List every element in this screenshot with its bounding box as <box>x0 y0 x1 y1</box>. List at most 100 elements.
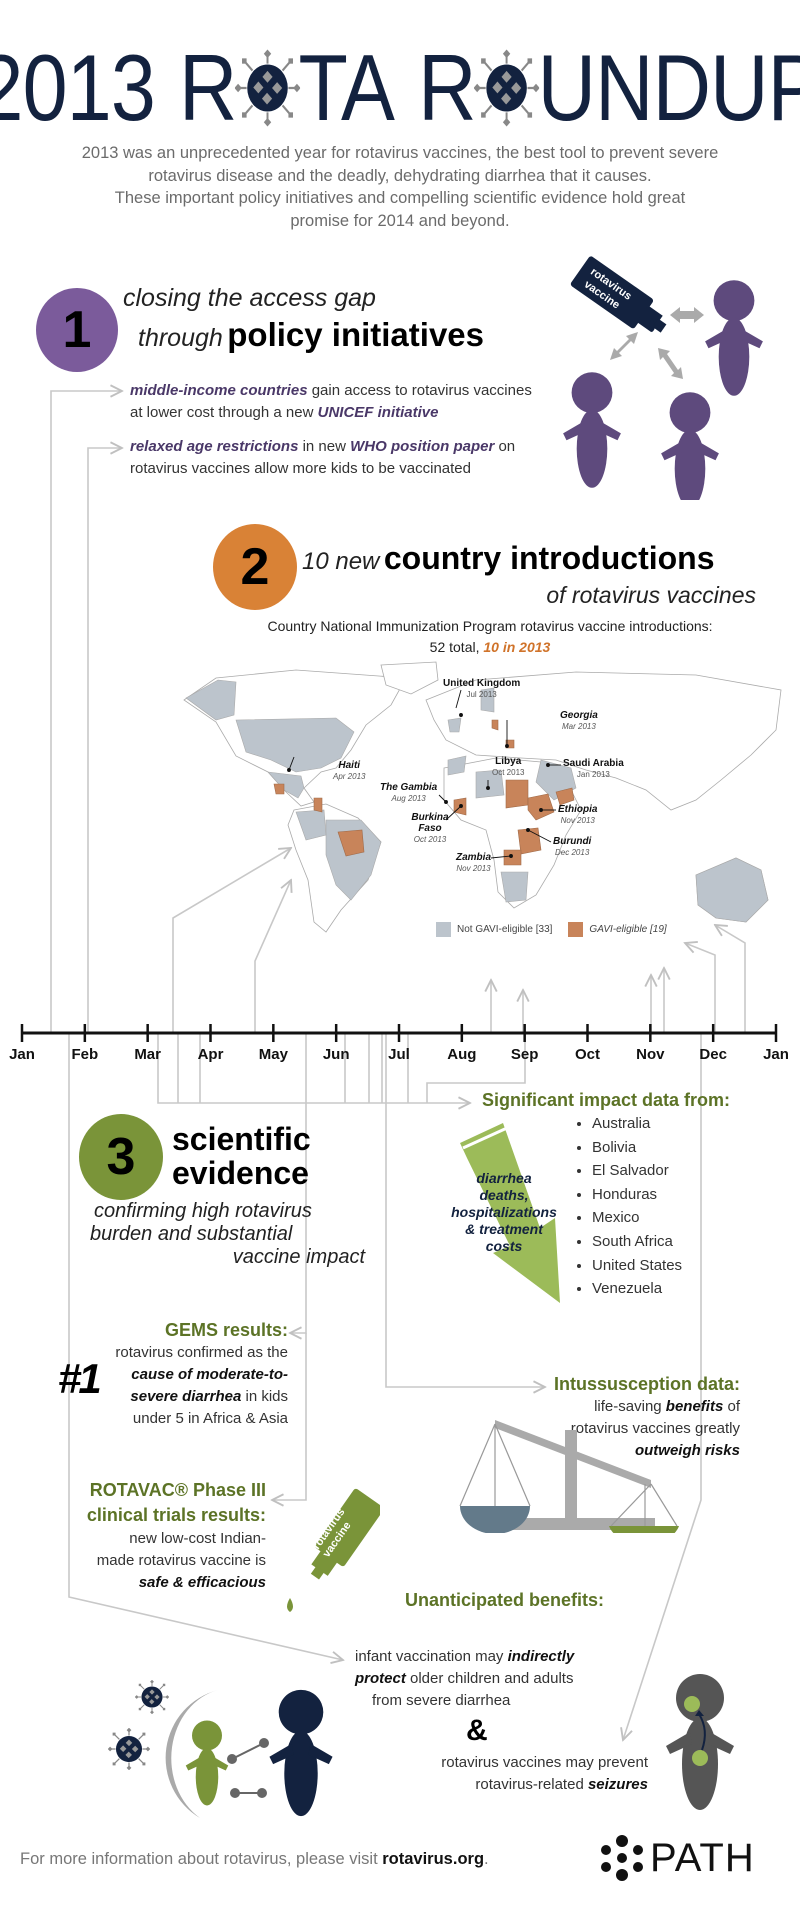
benefit-indirect-protection: infant vaccination may indirectly protec… <box>355 1646 615 1712</box>
benefit-text: older children and adults <box>405 1670 574 1687</box>
title-year: 2013 <box>0 35 156 140</box>
rotavirus-org-link[interactable]: rotavirus.org <box>382 1850 485 1868</box>
intro-date: Apr 2013 <box>333 772 366 781</box>
map-gavi-region <box>555 787 575 806</box>
seizure-illustration <box>666 1674 734 1810</box>
country-name: Burundi <box>553 836 592 847</box>
map-gavi-region <box>313 797 323 813</box>
heading-bold: country introductions <box>383 540 715 576</box>
map-label-burkina-faso: Burkina Faso Oct 2013 <box>410 812 450 845</box>
eurasia <box>425 671 782 811</box>
country-name: Ethiopia <box>558 804 598 815</box>
map-not-gavi-region <box>267 771 305 799</box>
connector-line <box>157 1033 470 1103</box>
herd-protection-illustration <box>108 1680 333 1818</box>
section-number: 3 <box>106 1128 136 1186</box>
title-undup: UNDUP <box>537 35 800 140</box>
footer-sentence: For more information about rotavirus, pl… <box>20 1850 383 1868</box>
legend-label: GAVI-eligible [19] <box>589 924 667 935</box>
vaccine-sharing-illustration: rotavirus vaccine <box>563 256 763 500</box>
heading-pre: through <box>138 324 223 352</box>
virus-gut-icon <box>692 1750 708 1766</box>
impact-country-item: Australia <box>592 1112 682 1136</box>
intus-text: life-saving <box>594 1398 666 1415</box>
rotavirus-icon <box>108 1728 150 1770</box>
connection-icon <box>227 1738 269 1798</box>
timeline-month-label: Aug <box>447 1046 477 1063</box>
emphasis: safe & efficacious <box>138 1574 266 1591</box>
path-logo: PATH <box>600 1834 755 1882</box>
intro-line: These important policy initiatives and c… <box>114 189 686 207</box>
arrow-text-line: costs <box>485 1238 523 1254</box>
timeline-month-label: Jun <box>322 1046 350 1063</box>
impact-country-item: United States <box>592 1254 682 1278</box>
intus-text: of <box>723 1398 740 1415</box>
intro-date: Nov 2013 <box>456 864 491 873</box>
timeline-month-label: Jan <box>9 1046 35 1063</box>
map-label-the-gambia: The Gambia Aug 2013 <box>380 782 437 804</box>
intro-line: rotavirus disease and the deadly, dehydr… <box>148 166 652 185</box>
heading-bold: policy initiatives <box>227 316 484 353</box>
child-icon <box>563 372 621 488</box>
path-logo-icon <box>601 1835 643 1881</box>
arrow-text-line: diarrhea <box>476 1170 532 1186</box>
rotavac-line: new low-cost Indian- <box>129 1530 266 1547</box>
footer-period: . <box>484 1850 489 1868</box>
sub-line: burden and substantial <box>90 1223 293 1245</box>
heading-line: scientific <box>172 1121 311 1157</box>
benefit-text: rotavirus-related <box>475 1776 588 1793</box>
legend-swatch-not-gavi <box>436 922 451 937</box>
arrow-text-line: deaths, <box>479 1187 529 1203</box>
number-one-label: #1 <box>58 1355 102 1402</box>
section-2-badge: 2 <box>213 524 297 610</box>
timeline-month-label: Sep <box>510 1046 539 1063</box>
title-r: R <box>179 35 237 140</box>
timeline-month-label: Feb <box>71 1046 99 1063</box>
section-3-subheading: confirming high rotavirus burden and sub… <box>90 1200 365 1269</box>
rotavac-results: ROTAVAC® Phase III clinical trials resul… <box>40 1478 266 1594</box>
impact-arrow-text: diarrhea deaths, hospitalizations & trea… <box>443 1170 565 1255</box>
map-label-ethiopia: Ethiopia Nov 2013 <box>558 804 597 826</box>
emphasis: indirectly <box>507 1648 575 1665</box>
text: on <box>494 438 516 455</box>
intro-line: 2013 was an unprecedented year for rotav… <box>81 144 719 162</box>
double-arrow-icon <box>610 307 704 379</box>
sub-line: confirming high rotavirus <box>94 1200 312 1222</box>
gems-heading: GEMS results: <box>164 1320 288 1340</box>
benefit-text: rotavirus vaccines may prevent <box>441 1754 648 1771</box>
impact-country-item: Honduras <box>592 1183 682 1207</box>
emphasis: relaxed age restrictions <box>130 438 299 455</box>
rotavac-line: made rotavirus vaccine is <box>96 1552 266 1569</box>
map-not-gavi-region <box>447 755 467 776</box>
emphasis: WHO position paper <box>350 438 495 455</box>
balance-scale-icon <box>459 1420 679 1533</box>
map-not-gavi-region <box>185 679 237 721</box>
benefit-text: infant vaccination may <box>355 1648 508 1665</box>
country-name: Georgia <box>560 710 598 721</box>
timeline-month-label: Jul <box>388 1046 410 1063</box>
country-name: Saudi Arabia <box>563 758 624 769</box>
intro-line: promise for 2014 and beyond. <box>290 211 510 230</box>
rotavac-heading: clinical trials results: <box>86 1505 266 1525</box>
map-label-libya: Libya Oct 2013 <box>492 756 524 778</box>
map-gavi-region <box>273 783 285 795</box>
child-icon <box>705 280 763 396</box>
impact-country-item: Mexico <box>592 1206 682 1230</box>
text: rotavirus vaccines allow more kids to be… <box>130 460 471 477</box>
emphasis: benefits <box>665 1398 724 1415</box>
country-name: The Gambia <box>380 782 438 793</box>
section-2-subheading: of rotavirus vaccines <box>546 582 756 608</box>
connector-line <box>685 943 716 1033</box>
benefits-heading: Unanticipated benefits: <box>405 1590 605 1610</box>
text: in new <box>298 438 351 455</box>
timeline-axis <box>20 1024 778 1042</box>
connector-line <box>385 1033 545 1387</box>
timeline-month-label: Apr <box>197 1046 224 1063</box>
intro-date: Dec 2013 <box>555 848 590 857</box>
emphasis: cause of moderate-to- <box>131 1366 288 1383</box>
ampersand: & <box>466 1714 488 1747</box>
map-not-gavi-region <box>480 687 495 713</box>
country-name: Haiti <box>338 760 361 771</box>
child-icon <box>661 392 719 500</box>
section-1-heading: through policy initiatives <box>138 316 484 361</box>
